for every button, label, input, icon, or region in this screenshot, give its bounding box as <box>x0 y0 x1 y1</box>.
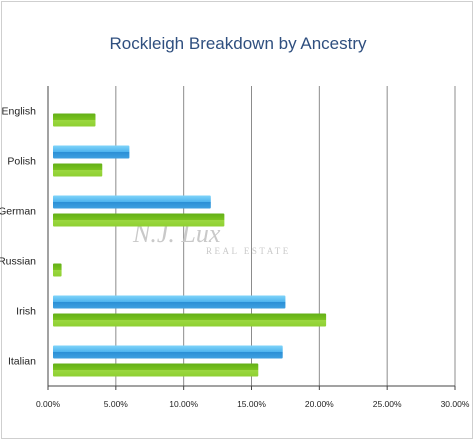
chart-title: Rockleigh Breakdown by Ancestry <box>109 34 367 53</box>
x-tick-label: 30.00% <box>441 399 470 409</box>
x-tick-label: 5.00% <box>104 399 129 409</box>
bar-polish-series-1 <box>53 145 130 159</box>
x-tick-label: 0.00% <box>36 399 61 409</box>
bar-english-series-2 <box>53 113 96 127</box>
bar-irish-series-2 <box>53 313 327 327</box>
bar-russian-series-2 <box>53 263 62 277</box>
bar-german-series-1 <box>53 195 211 209</box>
x-tick-label: 15.00% <box>237 399 266 409</box>
bar-polish-series-2 <box>53 163 103 177</box>
x-tick-label: 20.00% <box>305 399 334 409</box>
bar-german-series-2 <box>53 213 225 227</box>
watermark-tagline: REAL ESTATE <box>206 246 291 256</box>
y-category-label: English <box>2 106 37 118</box>
y-category-label: Russian <box>0 256 36 268</box>
y-category-label: Irish <box>16 306 36 318</box>
bar-irish-series-1 <box>53 295 286 309</box>
y-category-label: German <box>0 206 36 218</box>
bar-italian-series-2 <box>53 363 259 377</box>
x-tick-label: 10.00% <box>169 399 198 409</box>
x-tick-label: 25.00% <box>373 399 402 409</box>
bar-italian-series-1 <box>53 345 283 359</box>
y-category-label: Polish <box>7 156 36 168</box>
y-category-label: Italian <box>8 356 36 368</box>
